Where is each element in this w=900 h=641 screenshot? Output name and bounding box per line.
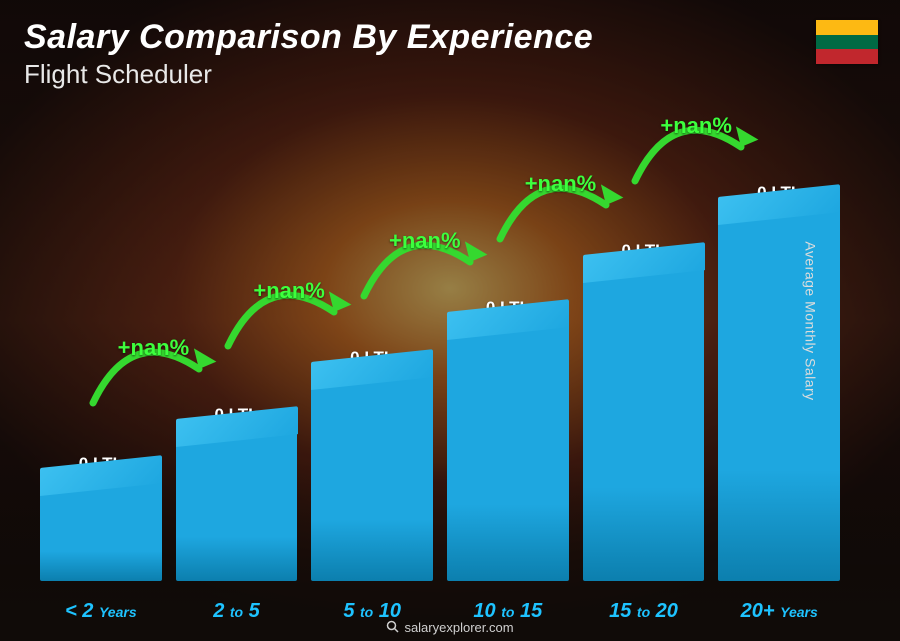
- bar: [718, 211, 840, 581]
- bar: [176, 433, 298, 581]
- bar-group: +nan%0 LTL: [447, 298, 569, 581]
- footer: salaryexplorer.com: [0, 620, 900, 637]
- bar: [40, 482, 162, 581]
- flag-stripe-2: [816, 35, 878, 50]
- page-title: Salary Comparison By Experience: [24, 18, 593, 57]
- bar: [311, 376, 433, 582]
- bar: [447, 326, 569, 581]
- flag-stripe-3: [816, 49, 878, 64]
- delta-label: +nan%: [389, 228, 461, 254]
- delta-label: +nan%: [660, 113, 732, 139]
- country-flag: [816, 20, 878, 64]
- page-subtitle: Flight Scheduler: [24, 59, 593, 90]
- footer-text: salaryexplorer.com: [404, 620, 513, 635]
- delta-label: +nan%: [118, 335, 190, 361]
- bar: [583, 269, 705, 581]
- y-axis-label: Average Monthly Salary: [802, 241, 818, 400]
- delta-label: +nan%: [253, 278, 325, 304]
- flag-stripe-1: [816, 20, 878, 35]
- bar-group: +nan%0 LTL: [176, 405, 298, 581]
- bar-group: 0 LTL: [40, 454, 162, 581]
- header: Salary Comparison By Experience Flight S…: [24, 18, 593, 90]
- bar-group: +nan%0 LTL: [583, 241, 705, 581]
- bar-group: +nan%0 LTL: [718, 183, 840, 581]
- bar-chart: 0 LTL +nan%0 LTL +nan%0 LTL +nan%0 LTL +…: [40, 110, 840, 581]
- magnify-icon: [386, 620, 400, 637]
- bar-group: +nan%0 LTL: [311, 348, 433, 582]
- delta-label: +nan%: [525, 171, 597, 197]
